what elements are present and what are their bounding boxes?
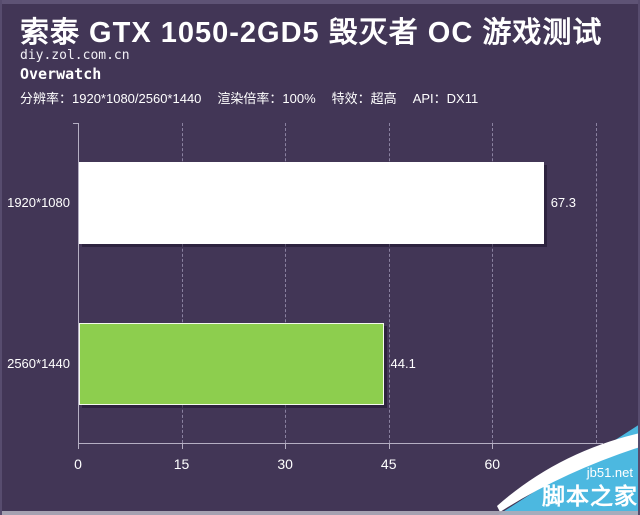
category-label: 2560*1440 [7, 356, 70, 371]
x-axis-tick-15 [181, 444, 183, 449]
gridline-15 [181, 123, 183, 443]
x-axis-tick-label-60: 60 [484, 456, 501, 472]
jb51-watermark: jb51.net 脚本之家 [497, 424, 640, 515]
gridline-45 [388, 123, 390, 443]
value-label: 44.1 [390, 356, 416, 371]
frame-bottom [0, 511, 640, 515]
watermark-url: jb51.net [586, 465, 634, 480]
page-title: 索泰 GTX 1050-2GD5 毁灭者 OC 游戏测试 [20, 17, 603, 49]
y-axis-line [78, 123, 79, 444]
bar-2560*1440 [79, 323, 384, 405]
x-axis-line [78, 443, 603, 444]
setting-item: 渲染倍率：100% [217, 91, 316, 106]
gridline-30 [285, 123, 287, 443]
x-axis-tick-label-0: 0 [74, 456, 82, 472]
bar-1920*1080 [79, 162, 544, 244]
test-settings: 分辨率：1920*1080/2560*1440 渲染倍率：100% 特效：超高 API… [20, 88, 494, 107]
x-axis-tick-label-30: 30 [277, 456, 293, 472]
watermark-swoosh-icon [497, 433, 640, 512]
x-axis-tick-label-15: 15 [173, 456, 190, 472]
setting-item: 特效：超高 [331, 91, 397, 106]
x-axis-tick-45 [388, 444, 390, 449]
frame-left [0, 0, 2, 515]
source-site: diy.zol.com.cn [20, 48, 130, 63]
setting-item: 分辨率：1920*1080/2560*1440 [20, 91, 202, 106]
y-axis-top-tick [73, 123, 78, 124]
gridline-75 [595, 123, 597, 443]
category-label: 1920*1080 [7, 195, 70, 210]
setting-item: API：DX11 [412, 91, 479, 106]
x-axis-tick-0 [78, 444, 79, 449]
watermark-name: 脚本之家 [542, 483, 638, 509]
x-axis-tick-60 [492, 444, 494, 449]
frame-top [0, 0, 640, 4]
game-title: Overwatch [20, 65, 102, 83]
frame-right [638, 0, 640, 515]
gridline-60 [492, 123, 494, 443]
x-axis-tick-label-45: 45 [380, 456, 397, 472]
value-label: 67.3 [550, 195, 577, 210]
x-axis-tick-30 [285, 444, 287, 449]
